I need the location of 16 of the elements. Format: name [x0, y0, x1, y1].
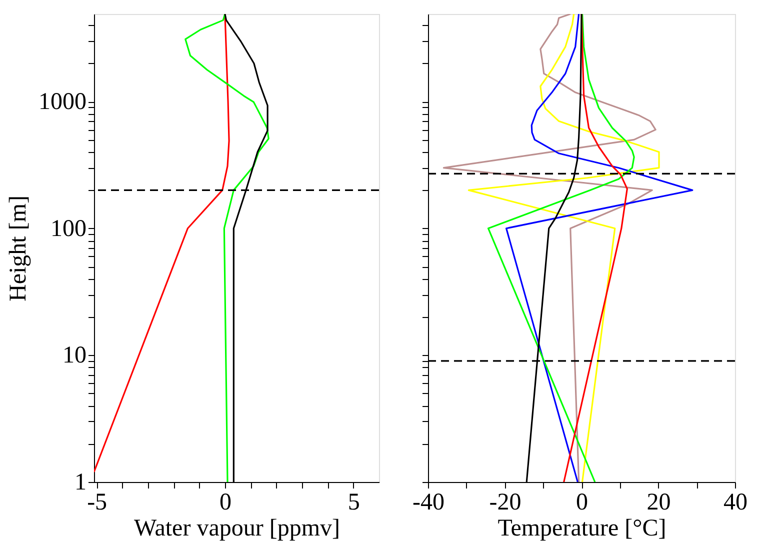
y-axis-title: Height [m]	[6, 196, 32, 302]
x-axis-title: Temperature [°C]	[498, 516, 666, 542]
x-tick-label: 0	[576, 490, 588, 516]
y-tick-label: 1	[74, 470, 86, 496]
x-tick-label: 40	[724, 490, 748, 516]
line-series	[184, 14, 270, 482]
y-tick-label: 10	[62, 342, 86, 369]
x-tick-label: -20	[489, 490, 522, 516]
x-tick-label: -40	[412, 490, 444, 516]
x-axis-title: Water vapour [ppmv]	[134, 516, 340, 542]
y-tick-label: 100	[50, 216, 86, 242]
x-tick-label: -5	[87, 490, 108, 516]
y-tick-label: 1000	[38, 89, 86, 116]
x-tick-label: 5	[348, 490, 360, 516]
x-tick-label: 0	[219, 490, 232, 516]
x-tick-label: 20	[646, 490, 671, 516]
